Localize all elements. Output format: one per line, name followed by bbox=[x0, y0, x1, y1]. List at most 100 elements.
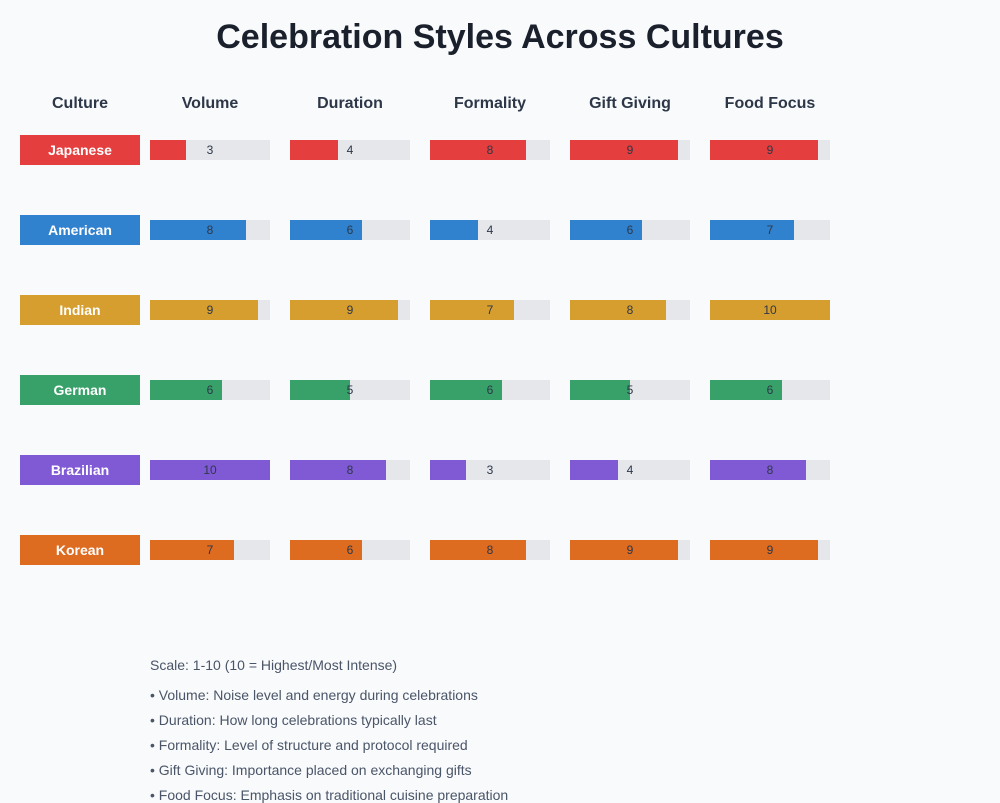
bar-value: 6 bbox=[486, 383, 494, 397]
legend-item: • Volume: Noise level and energy during … bbox=[150, 687, 478, 703]
bar-value: 3 bbox=[486, 463, 494, 477]
column-header-culture: Culture bbox=[52, 95, 108, 112]
bar-track: 7 bbox=[710, 220, 830, 240]
culture-row: Japanese 3 4 8 9 9 bbox=[0, 135, 1000, 165]
bar-value: 6 bbox=[626, 223, 634, 237]
bar-fill bbox=[430, 380, 502, 400]
bar-fill bbox=[430, 300, 514, 320]
column-header-food-focus: Food Focus bbox=[724, 95, 816, 112]
culture-row: Brazilian 10 8 3 4 8 bbox=[0, 455, 1000, 485]
bar-track: 8 bbox=[710, 460, 830, 480]
bar-track: 9 bbox=[290, 300, 410, 320]
bar-fill bbox=[150, 140, 186, 160]
bar-value: 7 bbox=[486, 303, 494, 317]
bar-value: 5 bbox=[626, 383, 634, 397]
bar-fill bbox=[570, 380, 630, 400]
culture-row: Indian 9 9 7 8 10 bbox=[0, 295, 1000, 325]
bar-fill bbox=[290, 380, 350, 400]
bar-track: 4 bbox=[430, 220, 550, 240]
bar-track: 5 bbox=[570, 380, 690, 400]
bar-fill bbox=[150, 220, 246, 240]
bar-track: 8 bbox=[430, 540, 550, 560]
bar-fill bbox=[290, 300, 398, 320]
bar-value: 10 bbox=[763, 303, 777, 317]
legend-item: • Formality: Level of structure and prot… bbox=[150, 737, 468, 753]
bar-value: 8 bbox=[206, 223, 214, 237]
culture-label: Indian bbox=[20, 295, 140, 325]
bar-track: 9 bbox=[710, 540, 830, 560]
scale-note: Scale: 1-10 (10 = Highest/Most Intense) bbox=[150, 657, 398, 673]
bar-track: 6 bbox=[710, 380, 830, 400]
bar-track: 9 bbox=[570, 540, 690, 560]
bar-track: 9 bbox=[710, 140, 830, 160]
bar-fill bbox=[150, 300, 258, 320]
bar-fill bbox=[290, 220, 362, 240]
bar-fill bbox=[710, 220, 794, 240]
bar-track: 6 bbox=[150, 380, 270, 400]
bar-fill bbox=[710, 140, 818, 160]
bar-fill bbox=[570, 300, 666, 320]
bar-track: 6 bbox=[430, 380, 550, 400]
column-header-volume: Volume bbox=[181, 95, 239, 112]
bar-fill bbox=[430, 140, 526, 160]
bar-track: 9 bbox=[150, 300, 270, 320]
bar-track: 10 bbox=[710, 300, 830, 320]
bar-track: 7 bbox=[150, 540, 270, 560]
bar-value: 7 bbox=[766, 223, 774, 237]
bar-value: 9 bbox=[626, 543, 634, 557]
chart-title: Celebration Styles Across Cultures bbox=[216, 18, 784, 56]
bar-value: 8 bbox=[626, 303, 634, 317]
culture-label: Brazilian bbox=[20, 455, 140, 485]
bar-value: 5 bbox=[346, 383, 354, 397]
culture-label: Korean bbox=[20, 535, 140, 565]
culture-row: German 6 5 6 5 6 bbox=[0, 375, 1000, 405]
bar-fill bbox=[710, 540, 818, 560]
bar-track: 3 bbox=[150, 140, 270, 160]
bar-value: 3 bbox=[206, 143, 214, 157]
bar-fill bbox=[570, 460, 618, 480]
bar-track: 8 bbox=[150, 220, 270, 240]
legend-item: • Gift Giving: Importance placed on exch… bbox=[150, 762, 472, 778]
bar-fill bbox=[710, 380, 782, 400]
bar-track: 5 bbox=[290, 380, 410, 400]
bar-fill bbox=[430, 460, 466, 480]
legend-item: • Food Focus: Emphasis on traditional cu… bbox=[150, 787, 509, 803]
bar-fill bbox=[290, 140, 338, 160]
bar-value: 9 bbox=[206, 303, 214, 317]
bar-track: 4 bbox=[290, 140, 410, 160]
bar-value: 8 bbox=[346, 463, 354, 477]
bar-value: 4 bbox=[486, 223, 494, 237]
bar-fill bbox=[430, 540, 526, 560]
bar-value: 6 bbox=[346, 543, 354, 557]
bar-value: 6 bbox=[206, 383, 214, 397]
bar-track: 8 bbox=[290, 460, 410, 480]
bar-fill bbox=[710, 300, 830, 320]
bar-value: 4 bbox=[346, 143, 354, 157]
bar-fill bbox=[570, 540, 678, 560]
culture-row: Korean 7 6 8 9 9 bbox=[0, 535, 1000, 565]
bar-track: 6 bbox=[290, 220, 410, 240]
culture-label: American bbox=[20, 215, 140, 245]
bar-track: 8 bbox=[430, 140, 550, 160]
bar-track: 3 bbox=[430, 460, 550, 480]
culture-label: German bbox=[20, 375, 140, 405]
bar-track: 10 bbox=[150, 460, 270, 480]
legend-item: • Duration: How long celebrations typica… bbox=[150, 712, 437, 728]
bar-value: 6 bbox=[346, 223, 354, 237]
bar-value: 9 bbox=[626, 143, 634, 157]
bar-value: 7 bbox=[206, 543, 214, 557]
bar-fill bbox=[150, 460, 270, 480]
bar-value: 9 bbox=[766, 143, 774, 157]
bar-value: 9 bbox=[766, 543, 774, 557]
bar-value: 10 bbox=[203, 463, 217, 477]
bar-fill bbox=[570, 220, 642, 240]
bar-value: 8 bbox=[486, 143, 494, 157]
bar-track: 7 bbox=[430, 300, 550, 320]
bar-value: 8 bbox=[766, 463, 774, 477]
bar-track: 4 bbox=[570, 460, 690, 480]
bar-track: 8 bbox=[570, 300, 690, 320]
bar-track: 9 bbox=[570, 140, 690, 160]
column-header-gift-giving: Gift Giving bbox=[589, 95, 671, 112]
bar-fill bbox=[570, 140, 678, 160]
bar-fill bbox=[290, 540, 362, 560]
